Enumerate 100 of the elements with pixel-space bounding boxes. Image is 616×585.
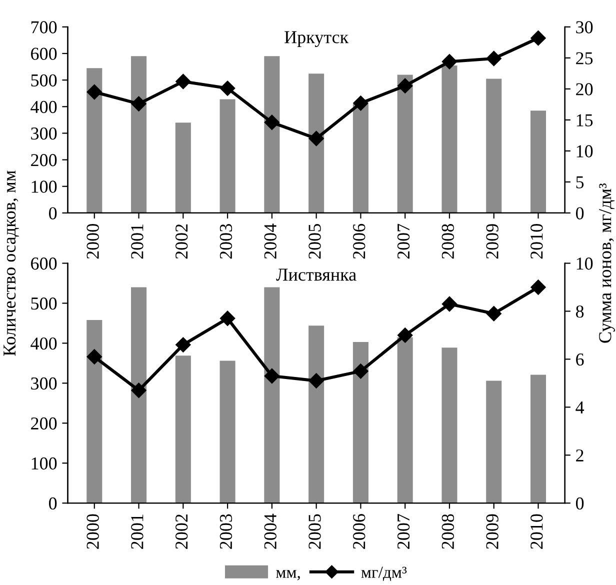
point — [353, 364, 368, 379]
bar — [175, 122, 191, 213]
bar — [352, 342, 368, 504]
x-tick-label: 2009 — [486, 224, 498, 259]
x-tick-label: 2004 — [264, 514, 276, 549]
point — [308, 373, 324, 388]
x-tick-label: 2007 — [397, 224, 410, 259]
y2-tick-label: 10 — [576, 258, 593, 270]
x-tick-label: 2009 — [486, 514, 498, 549]
x-tick-label: 2010 — [530, 514, 543, 549]
bar — [352, 104, 368, 213]
x-tick-label: 2003 — [220, 514, 232, 549]
x-tick-label: 2008 — [442, 224, 454, 259]
bar — [220, 99, 236, 213]
y2-axis-title: Сумма ионов, мг/дм³ — [599, 183, 615, 343]
y-tick-label: 400 — [30, 100, 57, 114]
y-tick-label: 700 — [31, 21, 57, 34]
legend-label: мг/дм³ — [361, 566, 407, 581]
y-tick-label: 100 — [32, 180, 57, 193]
bar — [131, 56, 147, 213]
y-tick-label: 400 — [30, 337, 57, 350]
bar — [308, 326, 324, 504]
point — [264, 114, 280, 130]
y2-tick-label: 20 — [576, 83, 593, 96]
point — [442, 296, 458, 312]
point — [220, 80, 236, 96]
x-tick-label: 2001 — [131, 514, 144, 549]
x-tick-label: 2001 — [131, 224, 144, 259]
x-tick-label: 2008 — [442, 514, 454, 549]
y-tick-label: 0 — [49, 207, 57, 220]
bar — [397, 74, 413, 213]
x-tick-label: 2006 — [353, 514, 366, 549]
x-tick-label: 2000 — [86, 514, 99, 549]
y-tick-label: 300 — [31, 377, 57, 390]
bar — [131, 287, 147, 504]
y-tick-label: 600 — [31, 258, 57, 270]
bar — [86, 320, 102, 504]
bar — [175, 356, 191, 504]
point — [176, 74, 191, 90]
bar — [486, 380, 502, 504]
y2-tick-label: 0 — [576, 497, 584, 510]
x-tick-label: 2005 — [308, 514, 321, 549]
x-tick-label: 2002 — [175, 224, 188, 259]
point — [176, 337, 191, 352]
point — [131, 382, 146, 398]
bar — [220, 360, 236, 504]
y2-tick-label: 0 — [576, 207, 584, 220]
bar — [308, 74, 324, 213]
x-tick-label: 2000 — [86, 224, 99, 259]
y2-tick-label: 4 — [576, 402, 584, 414]
y2-tick-label: 5 — [576, 176, 584, 188]
bar — [530, 110, 546, 213]
y-tick-label: 500 — [31, 74, 57, 87]
y2-tick-label: 25 — [576, 52, 593, 64]
bar — [530, 374, 546, 504]
y-tick-label: 0 — [49, 497, 57, 510]
x-tick-label: 2002 — [175, 514, 188, 549]
point — [86, 349, 102, 364]
legend-label: мм, — [276, 570, 300, 580]
x-tick-label: 2006 — [353, 224, 366, 259]
bar — [264, 56, 280, 213]
point — [486, 50, 502, 66]
y-tick-label: 200 — [31, 154, 57, 166]
bar — [442, 65, 458, 213]
y-tick-label: 300 — [31, 127, 57, 140]
point — [264, 368, 280, 384]
x-tick-label: 2005 — [308, 224, 321, 259]
y2-tick-label: 10 — [576, 145, 593, 158]
point — [220, 310, 236, 326]
y2-tick-label: 30 — [576, 21, 593, 34]
point — [530, 280, 546, 295]
bar — [397, 337, 413, 504]
y-tick-label: 200 — [31, 417, 57, 430]
point — [131, 96, 146, 112]
bar — [264, 287, 280, 504]
bar — [442, 348, 458, 504]
x-tick-label: 2004 — [264, 224, 276, 259]
x-tick-label: 2010 — [530, 224, 543, 259]
point — [398, 328, 413, 343]
y-tick-label: 500 — [31, 297, 57, 310]
x-tick-label: 2007 — [397, 514, 410, 549]
chart-title: Листвянка — [276, 268, 356, 281]
chart-title: Иркутск — [284, 31, 349, 48]
y-tick-label: 600 — [31, 48, 57, 60]
y2-tick-label: 15 — [576, 114, 593, 126]
point — [442, 54, 458, 70]
point — [486, 306, 502, 322]
x-tick-label: 2003 — [220, 224, 232, 259]
y2-tick-label: 2 — [576, 449, 584, 462]
y2-tick-label: 6 — [576, 354, 584, 366]
point — [86, 84, 102, 100]
bar — [86, 68, 102, 213]
point — [308, 130, 324, 146]
point — [353, 96, 368, 111]
bar — [486, 78, 502, 213]
point — [530, 30, 546, 46]
y2-tick-label: 8 — [576, 305, 584, 318]
y-axis-title: Количество осадков, мм — [4, 170, 19, 356]
y-tick-label: 100 — [32, 457, 57, 470]
point — [398, 78, 413, 94]
